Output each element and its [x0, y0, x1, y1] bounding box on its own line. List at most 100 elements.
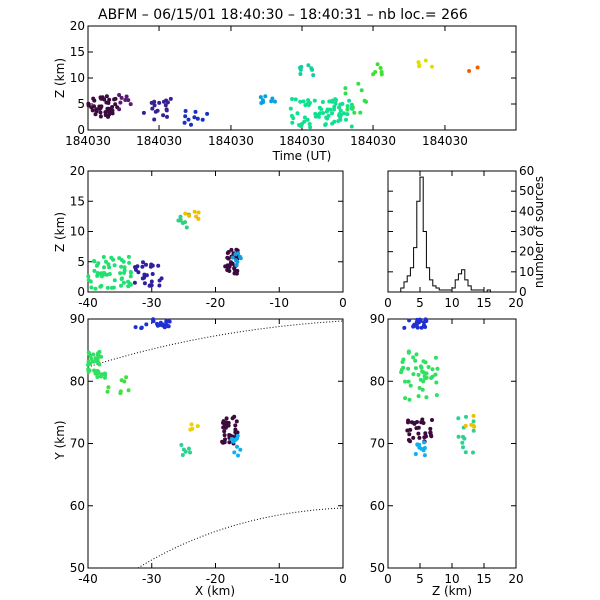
panel-z-x-point	[132, 280, 137, 285]
panel-y-z-point	[423, 431, 428, 436]
panel-z-x-point	[234, 263, 239, 268]
panel-histogram-ylabel: number of sources	[532, 176, 546, 288]
panel-y-z-point	[399, 370, 404, 375]
panel-histogram-xtick-label: 5	[416, 296, 424, 310]
panel-y-x-point	[92, 368, 96, 373]
panel-z-x-ytick-label: 5	[77, 255, 85, 269]
panel-height-time-point	[352, 110, 357, 115]
panel-y-x-point	[96, 371, 101, 376]
panel-height-time-point	[110, 108, 115, 113]
panel-y-x-point	[186, 446, 191, 451]
panel-y-x-point	[86, 359, 91, 364]
panel-y-z-point	[417, 386, 422, 390]
panel-height-time-point	[317, 105, 322, 110]
panel-height-time-point	[100, 95, 105, 100]
panel-y-z-point	[429, 376, 434, 380]
panel-height-time-frame	[87, 25, 517, 131]
panel-z-x-point	[92, 259, 97, 264]
panel-z-x-point	[180, 221, 185, 225]
panel-y-z-xtick-label: 20	[508, 572, 523, 586]
panel-height-time-point	[467, 69, 472, 73]
panel-y-z-point	[407, 318, 412, 323]
panel-y-x-point	[155, 321, 159, 326]
panel-y-z-point	[418, 377, 423, 382]
panel-height-time-point	[337, 105, 341, 110]
panel-y-z-point	[430, 418, 434, 422]
panel-y-z-ytick-label: 80	[370, 374, 385, 388]
panel-z-x-point	[150, 263, 155, 268]
panel-y-x-xtick-label: -40	[78, 572, 98, 586]
panel-height-time-point	[417, 63, 422, 68]
panel-y-z-point	[405, 428, 410, 433]
panel-y-z-point	[417, 317, 422, 322]
panel-y-z-frame	[387, 318, 517, 569]
panel-y-x-point	[227, 440, 232, 445]
panel-z-x-point	[157, 278, 162, 283]
panel-z-x-ytick-label: 15	[70, 194, 85, 208]
panel-height-time-xtick-label: 184030	[279, 134, 325, 148]
panel-y-x-point	[166, 324, 171, 329]
panel-y-x-point	[238, 447, 243, 452]
panel-height-time-point	[341, 111, 346, 116]
range-boundary-arc	[137, 507, 344, 569]
panel-height-time-point	[362, 98, 367, 103]
panel-height-time-point	[330, 121, 335, 126]
panel-y-z-point	[411, 372, 416, 377]
panel-y-z-point	[403, 396, 408, 401]
panel-histogram-frame	[387, 170, 517, 293]
panel-height-time-xtick-label: 184030	[208, 134, 254, 148]
panel-height-time-point	[328, 107, 333, 112]
panel-height-time-point	[163, 103, 168, 108]
panel-height-time-point	[345, 104, 350, 109]
panel-height-time-point	[326, 113, 331, 118]
panel-height-time-point	[193, 109, 198, 114]
panel-z-x-point	[142, 281, 147, 286]
panel-y-z-point	[416, 394, 421, 399]
panel-y-x-ytick-label: 50	[70, 561, 85, 575]
histogram-steps	[400, 176, 500, 293]
panel-y-z-point	[423, 376, 428, 381]
panel-histogram-ytick-label: 10	[519, 265, 534, 279]
panel-y-x-point	[225, 423, 230, 428]
panel-y-z-point	[423, 318, 428, 323]
panel-y-z-point	[407, 397, 412, 402]
panel-y-x-ytick-label: 80	[70, 374, 85, 388]
panel-height-time-point	[269, 99, 274, 104]
panel-y-z-xtick-label: 15	[476, 572, 491, 586]
panel-z-x-point	[150, 272, 155, 276]
panel-z-x-point	[122, 268, 127, 273]
panel-y-z-point	[418, 364, 423, 369]
panel-height-time-point	[124, 94, 129, 99]
panel-z-x-point	[121, 259, 126, 264]
panel-z-x-point	[128, 270, 133, 274]
range-boundary-arc	[87, 320, 344, 368]
panel-height-time-point	[375, 62, 380, 67]
panel-y-z-point	[406, 350, 411, 355]
panel-height-time-xtick-label: 184030	[65, 134, 111, 148]
panel-height-time-point	[379, 72, 384, 77]
panel-height-time-point	[86, 101, 91, 106]
panel-y-x-xtick-label: -10	[269, 572, 289, 586]
panel-height-time-point	[117, 93, 122, 97]
panel-y-z-point	[406, 379, 411, 384]
panel-height-time-point	[307, 100, 312, 105]
panel-y-z-point	[434, 380, 439, 385]
panel-height-time-point	[157, 100, 162, 105]
panel-y-x-point	[233, 423, 238, 428]
panel-y-x-point	[144, 322, 149, 327]
panel-y-x-point	[224, 416, 229, 421]
panel-height-time-point	[301, 99, 306, 104]
panel-y-z-point	[421, 359, 426, 364]
panel-y-x-point	[95, 375, 100, 379]
panel-height-time-point	[192, 115, 197, 120]
panel-z-x-point	[194, 214, 199, 219]
panel-height-time-point	[92, 98, 97, 103]
panel-histogram-xtick-label: 15	[476, 296, 491, 310]
panel-height-time-ytick-label: 10	[70, 71, 85, 85]
panel-height-time-point	[416, 60, 421, 65]
panel-y-x-point	[189, 422, 194, 427]
panel-height-time-point	[99, 104, 104, 109]
panel-height-time-point	[338, 102, 343, 107]
panel-z-x-point	[92, 268, 97, 273]
